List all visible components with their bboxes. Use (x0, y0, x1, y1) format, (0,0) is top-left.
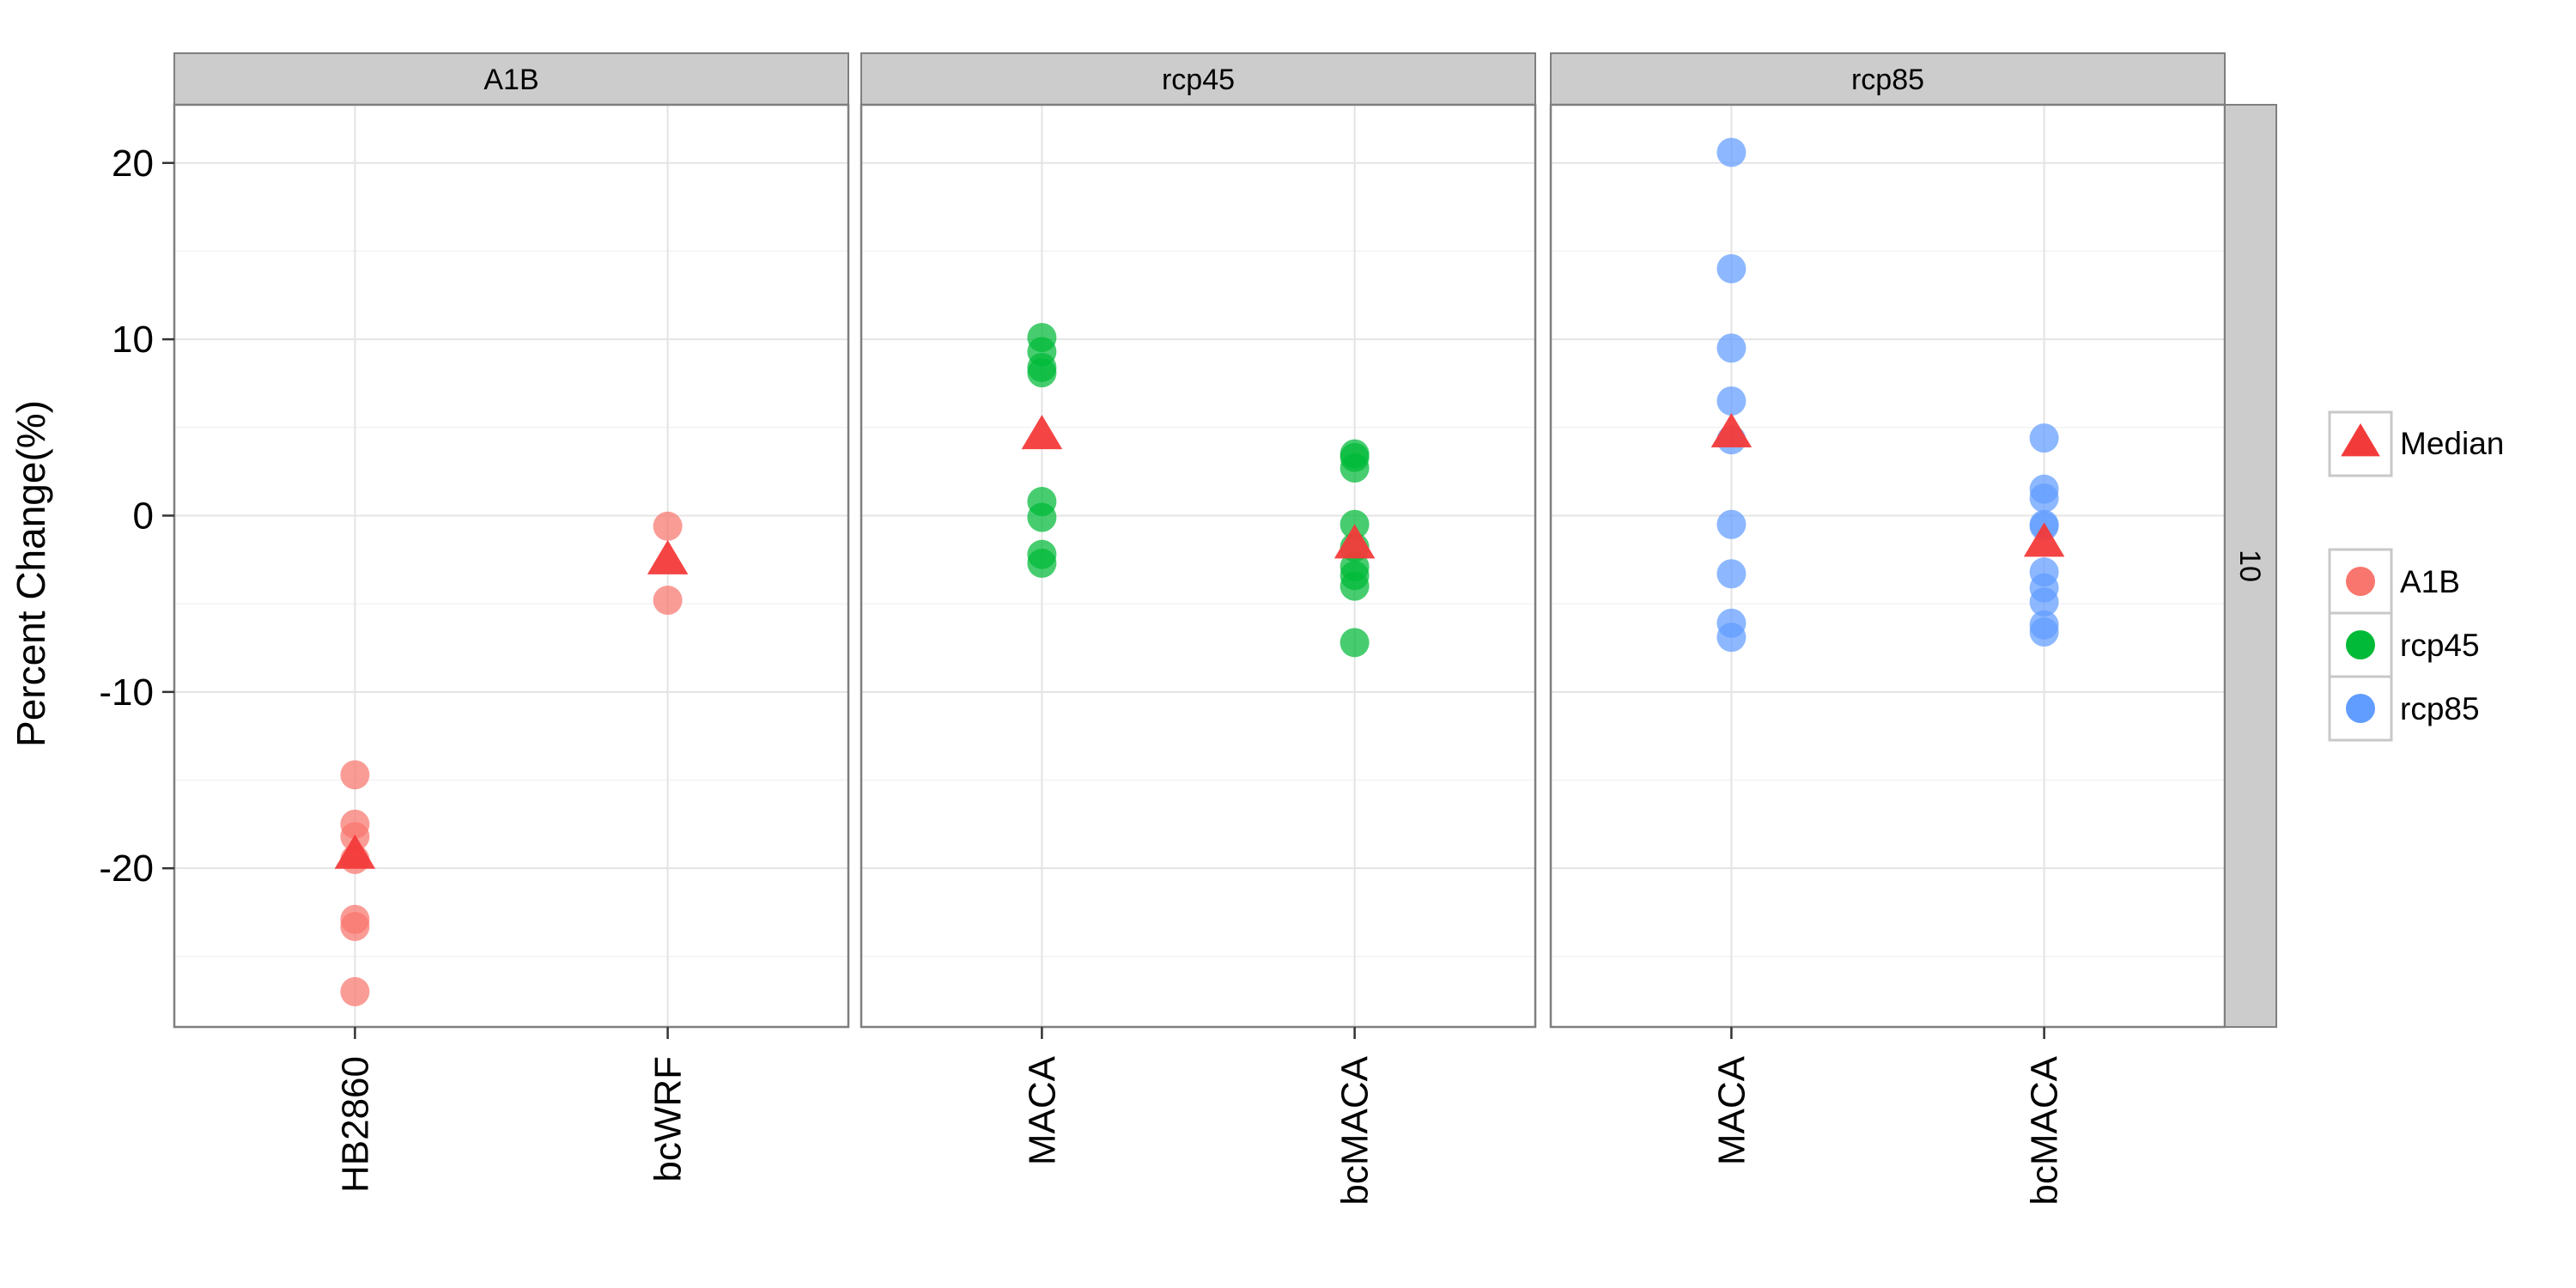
point-rcp85-bcmaca (2029, 617, 2059, 647)
row-strip-box (2224, 104, 2277, 1028)
y-tick-label: 0 (133, 495, 154, 537)
point-rcp45-bcmaca (1340, 571, 1370, 601)
point-a1b-hb2860 (340, 911, 370, 941)
point-rcp85-bcmaca (2029, 483, 2059, 513)
panel-rcp85: rcp85 MACA bcMACA (1549, 52, 2227, 1206)
point-rcp85-maca (1716, 509, 1747, 539)
point-rcp85-maca (1716, 137, 1747, 167)
point-rcp85-bcmaca (2029, 423, 2059, 453)
median-marker-rcp45-bcmaca (1334, 524, 1376, 559)
point-rcp45-maca (1027, 502, 1057, 532)
point-rcp85-maca (1716, 559, 1747, 589)
y-tick-label: -20 (99, 848, 154, 890)
strip-label-rcp45: rcp45 (1162, 64, 1235, 96)
row-strip: 10 (2224, 104, 2277, 1028)
x-tick-label-maca: MACA (1021, 1055, 1063, 1165)
y-tick-label: 10 (112, 319, 154, 361)
y-tick-label: 20 (112, 143, 154, 185)
x-tick-label-hb2860: HB2860 (334, 1056, 376, 1193)
point-a1b-bcwrf (653, 586, 683, 616)
point-a1b-hb2860 (340, 760, 370, 790)
point-a1b-hb2860 (340, 976, 370, 1006)
median-marker-rcp45-maca (1021, 415, 1063, 450)
point-rcp85-maca (1716, 253, 1747, 283)
panel-border-rcp45 (860, 103, 1537, 1029)
median-marker-a1b-hb2860 (334, 834, 376, 869)
point-rcp85-maca (1716, 623, 1747, 653)
legend-median-label: Median (2400, 426, 2504, 461)
median-marker-rcp85-maca (1710, 413, 1753, 448)
strip-label-a1b: A1B (483, 64, 538, 96)
legend-marker-rcp85 (2346, 694, 2375, 723)
panel-border-a1b (173, 103, 850, 1029)
row-strip-label: 10 (2233, 550, 2266, 582)
x-tick-label-maca: MACA (1710, 1055, 1753, 1165)
y-axis: 20 10 0 -10 -20 (99, 143, 174, 890)
legend-marker-a1b (2346, 567, 2375, 596)
point-rcp45-bcmaca (1340, 628, 1370, 658)
x-tick-label-bcwrf: bcWRF (647, 1056, 690, 1182)
legend-label-rcp45: rcp45 (2400, 628, 2480, 663)
point-rcp85-maca (1716, 333, 1747, 363)
point-a1b-bcwrf (653, 511, 683, 541)
point-rcp45-bcmaca (1340, 453, 1370, 483)
x-tick-label-bcmaca: bcMACA (2024, 1055, 2066, 1205)
legend-label-rcp85: rcp85 (2400, 691, 2480, 726)
panel-rcp45: rcp45 MACA bcMACA (860, 52, 1537, 1206)
point-rcp85-bcmaca (2029, 587, 2059, 617)
median-marker-rcp85-bcmaca (2023, 522, 2065, 557)
legend-label-a1b: A1B (2400, 564, 2460, 599)
legend-marker-rcp45 (2346, 630, 2375, 659)
median-marker-a1b-bcwrf (647, 539, 689, 574)
point-rcp45-maca (1027, 548, 1057, 578)
legend-median-marker (2341, 423, 2380, 457)
legend: Median A1B rcp45 rcp85 (2328, 410, 2504, 742)
panels-layer: A1B HB2860 bcWRF rcp45 MACA bcMACA rcp85 MACA bc… (173, 52, 2227, 1206)
panel-a1b: A1B HB2860 bcWRF (173, 52, 850, 1193)
strip-label-rcp85: rcp85 (1851, 64, 1924, 96)
x-tick-label-bcmaca: bcMACA (1334, 1055, 1376, 1205)
y-tick-label: -10 (99, 671, 154, 714)
legend-median-key (2328, 410, 2393, 477)
point-rcp45-maca (1027, 358, 1057, 388)
strip-a1b (173, 52, 849, 106)
y-axis-title: Percent Change(%) (9, 400, 53, 747)
strip-rcp45 (860, 52, 1536, 106)
point-rcp85-maca (1716, 386, 1747, 416)
